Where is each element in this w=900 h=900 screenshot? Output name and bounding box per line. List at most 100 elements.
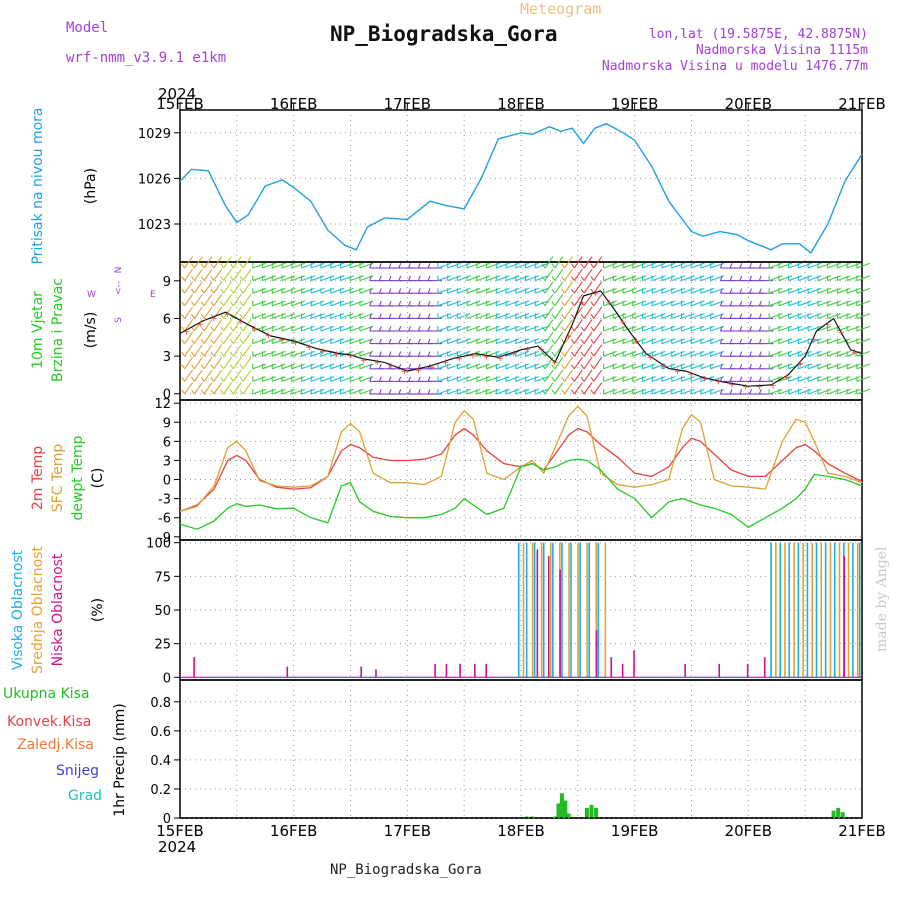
wind-barb (291, 300, 306, 307)
wind-barb (223, 382, 232, 395)
wind-barb (837, 287, 851, 294)
wind-barb-flag (561, 288, 565, 294)
wind-barb (681, 325, 695, 332)
x-tick-label-bottom: 15FEB (156, 822, 203, 840)
wind-barb (583, 382, 593, 395)
year-label-top: 2024 (158, 85, 196, 103)
wind-barb (252, 350, 267, 357)
wind-barb (457, 313, 471, 319)
wind-barb-flag (749, 376, 752, 382)
wind-barb (505, 325, 520, 332)
lonlat-info: lon,lat (19.5875E, 42.8875N) (648, 27, 868, 42)
wind-barb (817, 313, 832, 319)
wind-barb (311, 363, 325, 370)
wind-barb-flag (758, 275, 762, 281)
wind-barb (252, 313, 267, 319)
wind-barb (593, 281, 603, 294)
y-tick-label: 1026 (138, 172, 171, 187)
wind-barb (846, 275, 861, 282)
wind-barb-flag (408, 263, 411, 269)
wind-barb (593, 294, 603, 307)
wind-barb (690, 313, 705, 319)
wind-barb-flag (749, 389, 752, 395)
wind-speed-marker: + (646, 353, 654, 363)
wind-barb-flag (408, 275, 411, 281)
wind-barb (262, 313, 276, 319)
wind-barb (817, 300, 832, 307)
wind-barb-flag (719, 300, 723, 306)
precip-bar (584, 807, 589, 818)
wind-barb (573, 256, 583, 269)
wind-barb (496, 287, 510, 294)
wind-barb-flag (749, 263, 752, 269)
wind-barb (281, 300, 296, 307)
wind-barb (807, 325, 822, 332)
wind-barb (242, 294, 252, 307)
wind-barb (262, 262, 276, 269)
wind-barb (291, 262, 306, 269)
wind-barb-flag (230, 339, 234, 344)
wind-barb (252, 338, 267, 345)
wind-barb (242, 331, 252, 344)
wind-barb-flag (729, 263, 733, 269)
wind-speed-marker: + (251, 325, 259, 335)
wind-barb (505, 300, 520, 307)
wind-barb (593, 256, 603, 269)
wind-barb (525, 262, 539, 269)
wind-barb (457, 388, 471, 395)
wind-barb (232, 382, 242, 395)
y-tick-label: 3 (163, 454, 171, 469)
wind-barb (320, 388, 335, 395)
wind-barb-flag (191, 288, 195, 294)
wind-barb (223, 357, 232, 370)
wind-barb (768, 325, 783, 332)
wind-barb (827, 275, 841, 282)
wind-barb (291, 275, 306, 282)
wind-barb (505, 262, 520, 269)
wind-barb (778, 325, 793, 332)
wind-barb (476, 350, 491, 357)
wind-barb (798, 300, 812, 307)
wind-barb (856, 300, 871, 307)
wind-barb-flag (191, 389, 195, 395)
wind-barb-flag (729, 363, 733, 369)
wind-barb-flag (739, 275, 743, 281)
wind-barb (642, 363, 656, 370)
wind-barb (846, 287, 861, 294)
wind-barb (496, 262, 510, 269)
wind-barb (535, 350, 549, 357)
wind-barb (661, 376, 676, 382)
wind-speed-marker: + (210, 314, 218, 324)
wind-barb (690, 275, 705, 282)
wind-barb (613, 338, 627, 345)
wind-barb-flag (181, 313, 186, 319)
ylabel-cloud-unit: (%) (90, 598, 106, 622)
wind-barb (301, 350, 315, 357)
wind-barb-flag (239, 326, 244, 332)
wind-barb (320, 262, 335, 269)
wind-barb (213, 344, 223, 357)
wind-barb-flag (729, 300, 733, 306)
wind-barb (320, 325, 335, 332)
wind-barb (203, 256, 213, 269)
wind-barb (613, 388, 627, 395)
wind-barb-flag (388, 313, 392, 319)
wind-barb-flag (388, 275, 392, 281)
wind-barb (301, 262, 315, 269)
wind-barb (291, 350, 306, 357)
y-tick-label: 12 (154, 397, 171, 412)
wind-barb (603, 325, 617, 332)
wind-barb (681, 363, 695, 370)
wind-barb-flag (220, 389, 224, 395)
wind-barb-flag (181, 301, 186, 307)
wind-barb (525, 325, 539, 332)
wind-barb-flag (200, 313, 205, 319)
wind-barb (496, 376, 510, 382)
wind-barb (193, 268, 203, 281)
ylabel-wind-unit: (m/s) (83, 312, 99, 349)
wind-barb-flag (561, 389, 565, 395)
compass-s: S (114, 317, 124, 323)
wind-barb (252, 300, 267, 307)
wind-barb-flag (758, 313, 762, 319)
wind-barb (281, 262, 296, 269)
